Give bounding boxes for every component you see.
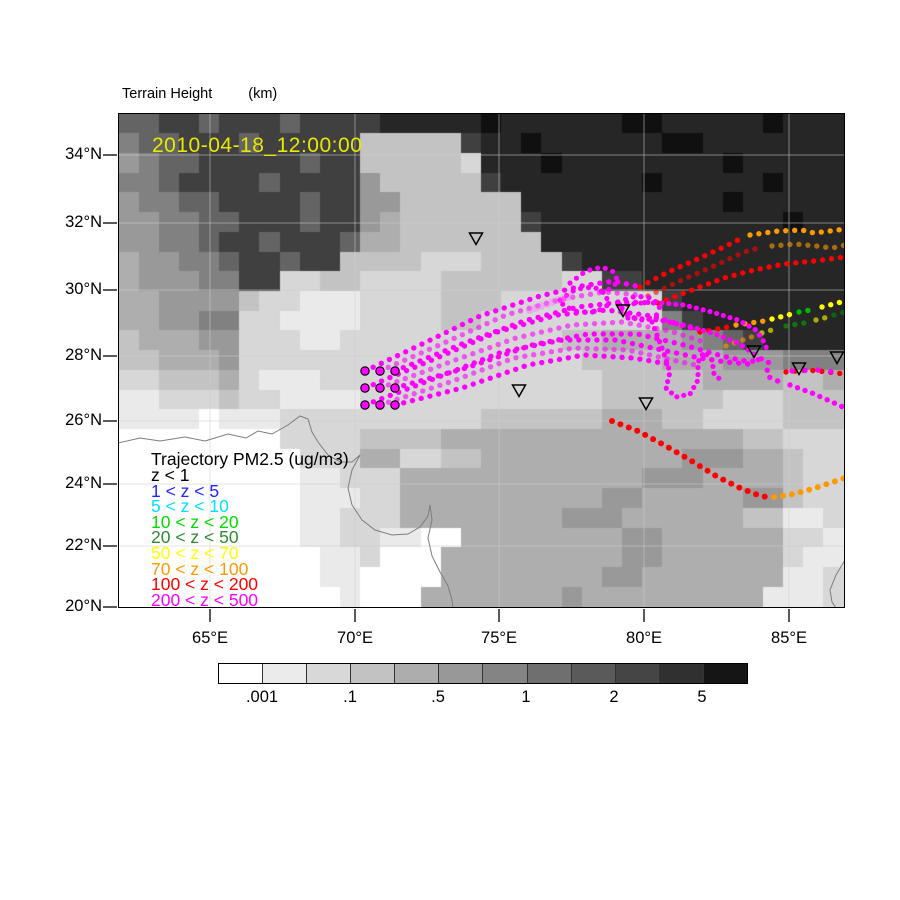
colorbar-segment	[527, 664, 572, 683]
lon-tick-label: 75°E	[481, 629, 517, 647]
timestamp-label: 2010-04-18_12:00:00	[152, 134, 363, 157]
lat-tick-label: 34°N	[65, 145, 102, 163]
colorbar-segment	[483, 664, 528, 683]
lon-tick-label: 65°E	[192, 629, 228, 647]
lon-tick-label: 80°E	[626, 629, 662, 647]
lat-tick-label: 28°N	[65, 346, 102, 364]
legend-title: Trajectory PM2.5 (ug/m3)	[151, 449, 349, 469]
colorbar-segment	[395, 664, 440, 683]
plot-title-text: Terrain Height	[122, 86, 213, 102]
lat-tick-label: 26°N	[65, 411, 102, 429]
colorbar-tick-label: .001	[245, 688, 279, 706]
colorbar-segment	[351, 664, 396, 683]
legend-entry: 100 < z < 200	[151, 574, 259, 595]
plot-title: Terrain Height (km)	[122, 86, 277, 102]
legend-entry: 50 < z < 70	[151, 542, 239, 563]
legend-entry: 1 < z < 5	[151, 480, 220, 501]
legend-entry: 5 < z < 10	[151, 496, 229, 517]
colorbar-segment	[219, 664, 264, 683]
colorbar-tick-label: .5	[431, 688, 445, 706]
legend-entry: 200 < z < 500	[151, 589, 259, 610]
plot-title-units: (km)	[248, 86, 278, 102]
legend-entry: z < 1	[151, 465, 190, 485]
lat-tick-label: 24°N	[65, 474, 102, 492]
colorbar-segment	[571, 664, 616, 683]
lat-tick-label: 30°N	[65, 280, 102, 298]
colorbar-tick-label: 5	[697, 688, 707, 706]
legend-entry: 70 < z < 100	[151, 558, 249, 579]
legend-entry: 20 < z < 50	[151, 527, 239, 548]
colorbar-segment	[659, 664, 704, 683]
colorbar-segment	[263, 664, 308, 683]
terrain-colorbar	[218, 663, 748, 684]
colorbar-segment	[307, 664, 352, 683]
lon-tick-label: 70°E	[337, 629, 373, 647]
legend-entry: 10 < z < 20	[151, 511, 239, 532]
colorbar-tick-label: 2	[609, 688, 619, 706]
colorbar-tick-label: 1	[521, 688, 531, 706]
colorbar-segment	[703, 664, 747, 683]
lat-tick-label: 20°N	[65, 597, 102, 615]
colorbar-segment	[615, 664, 660, 683]
colorbar-tick-label: .1	[343, 688, 357, 706]
lon-tick-label: 85°E	[771, 629, 807, 647]
colorbar-segment	[439, 664, 484, 683]
lat-tick-label: 22°N	[65, 536, 102, 554]
lat-tick-label: 32°N	[65, 213, 102, 231]
